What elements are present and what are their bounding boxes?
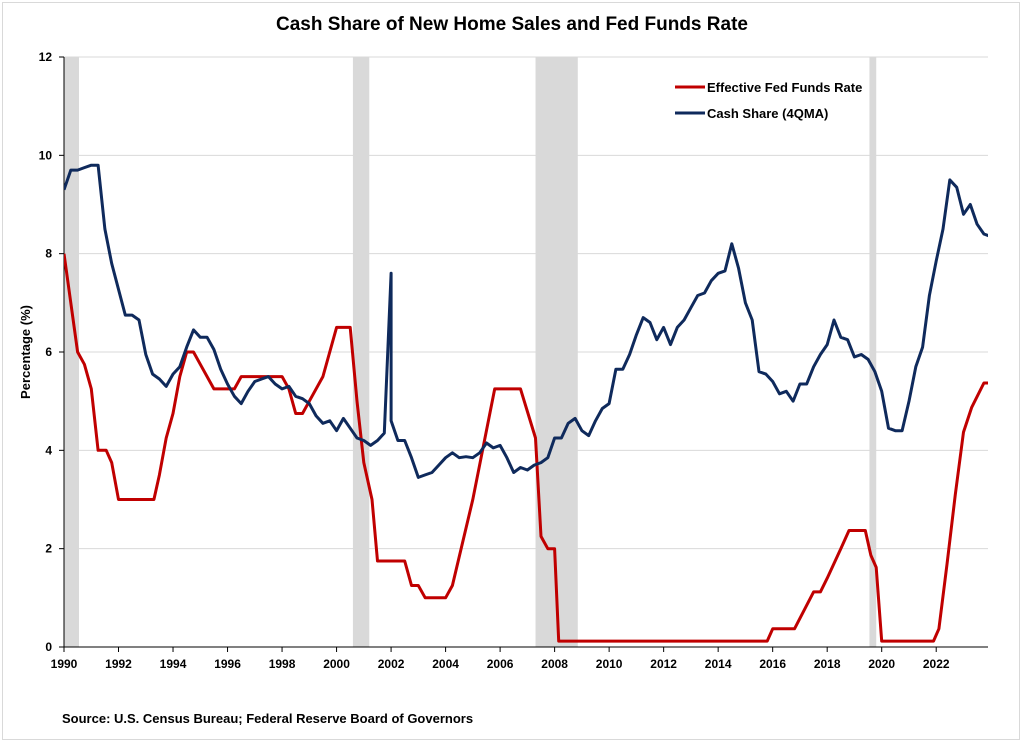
x-tick-label: 2014: [705, 657, 732, 671]
fed-funds-rate-line: [64, 253, 988, 643]
legend-label: Effective Fed Funds Rate: [707, 80, 862, 95]
x-tick-label: 1990: [51, 657, 78, 671]
series-lines: [64, 163, 988, 643]
y-tick-label: 8: [45, 247, 52, 261]
x-tick-label: 1996: [214, 657, 241, 671]
y-tick-label: 0: [45, 640, 52, 654]
y-tick-label: 10: [39, 148, 53, 162]
axes: [59, 56, 988, 652]
x-tick-label: 2016: [759, 657, 786, 671]
gridlines: [64, 56, 988, 550]
y-tick-label: 4: [45, 443, 52, 457]
y-tick-label: 6: [45, 345, 52, 359]
x-tick-label: 2002: [378, 657, 405, 671]
tick-labels: 0 2 4 6 8 10 12 1990 1992 1994 1996 1998 2000 2002 200…: [39, 50, 950, 671]
x-tick-label: 2000: [323, 657, 350, 671]
x-tick-label: 1992: [105, 657, 132, 671]
legend-label: Cash Share (4QMA): [707, 106, 828, 121]
x-tick-label: 2004: [432, 657, 459, 671]
x-tick-label: 2012: [650, 657, 677, 671]
x-tick-label: 2006: [487, 657, 514, 671]
x-tick-label: 1994: [160, 657, 187, 671]
x-tick-label: 2010: [596, 657, 623, 671]
source-note: Source: U.S. Census Bureau; Federal Rese…: [62, 711, 474, 726]
x-tick-label: 2020: [868, 657, 895, 671]
y-tick-label: 2: [45, 542, 52, 556]
x-tick-label: 1998: [269, 657, 296, 671]
cash-share-line: [64, 163, 988, 479]
legend: Effective Fed Funds Rate Cash Share (4QMA…: [675, 80, 862, 121]
x-tick-label: 2008: [541, 657, 568, 671]
y-tick-label: 12: [39, 50, 53, 64]
x-tick-label: 2022: [923, 657, 950, 671]
x-tick-label: 2018: [814, 657, 841, 671]
y-axis-label: Percentage (%): [18, 305, 33, 399]
chart-title: Cash Share of New Home Sales and Fed Fun…: [276, 14, 748, 35]
